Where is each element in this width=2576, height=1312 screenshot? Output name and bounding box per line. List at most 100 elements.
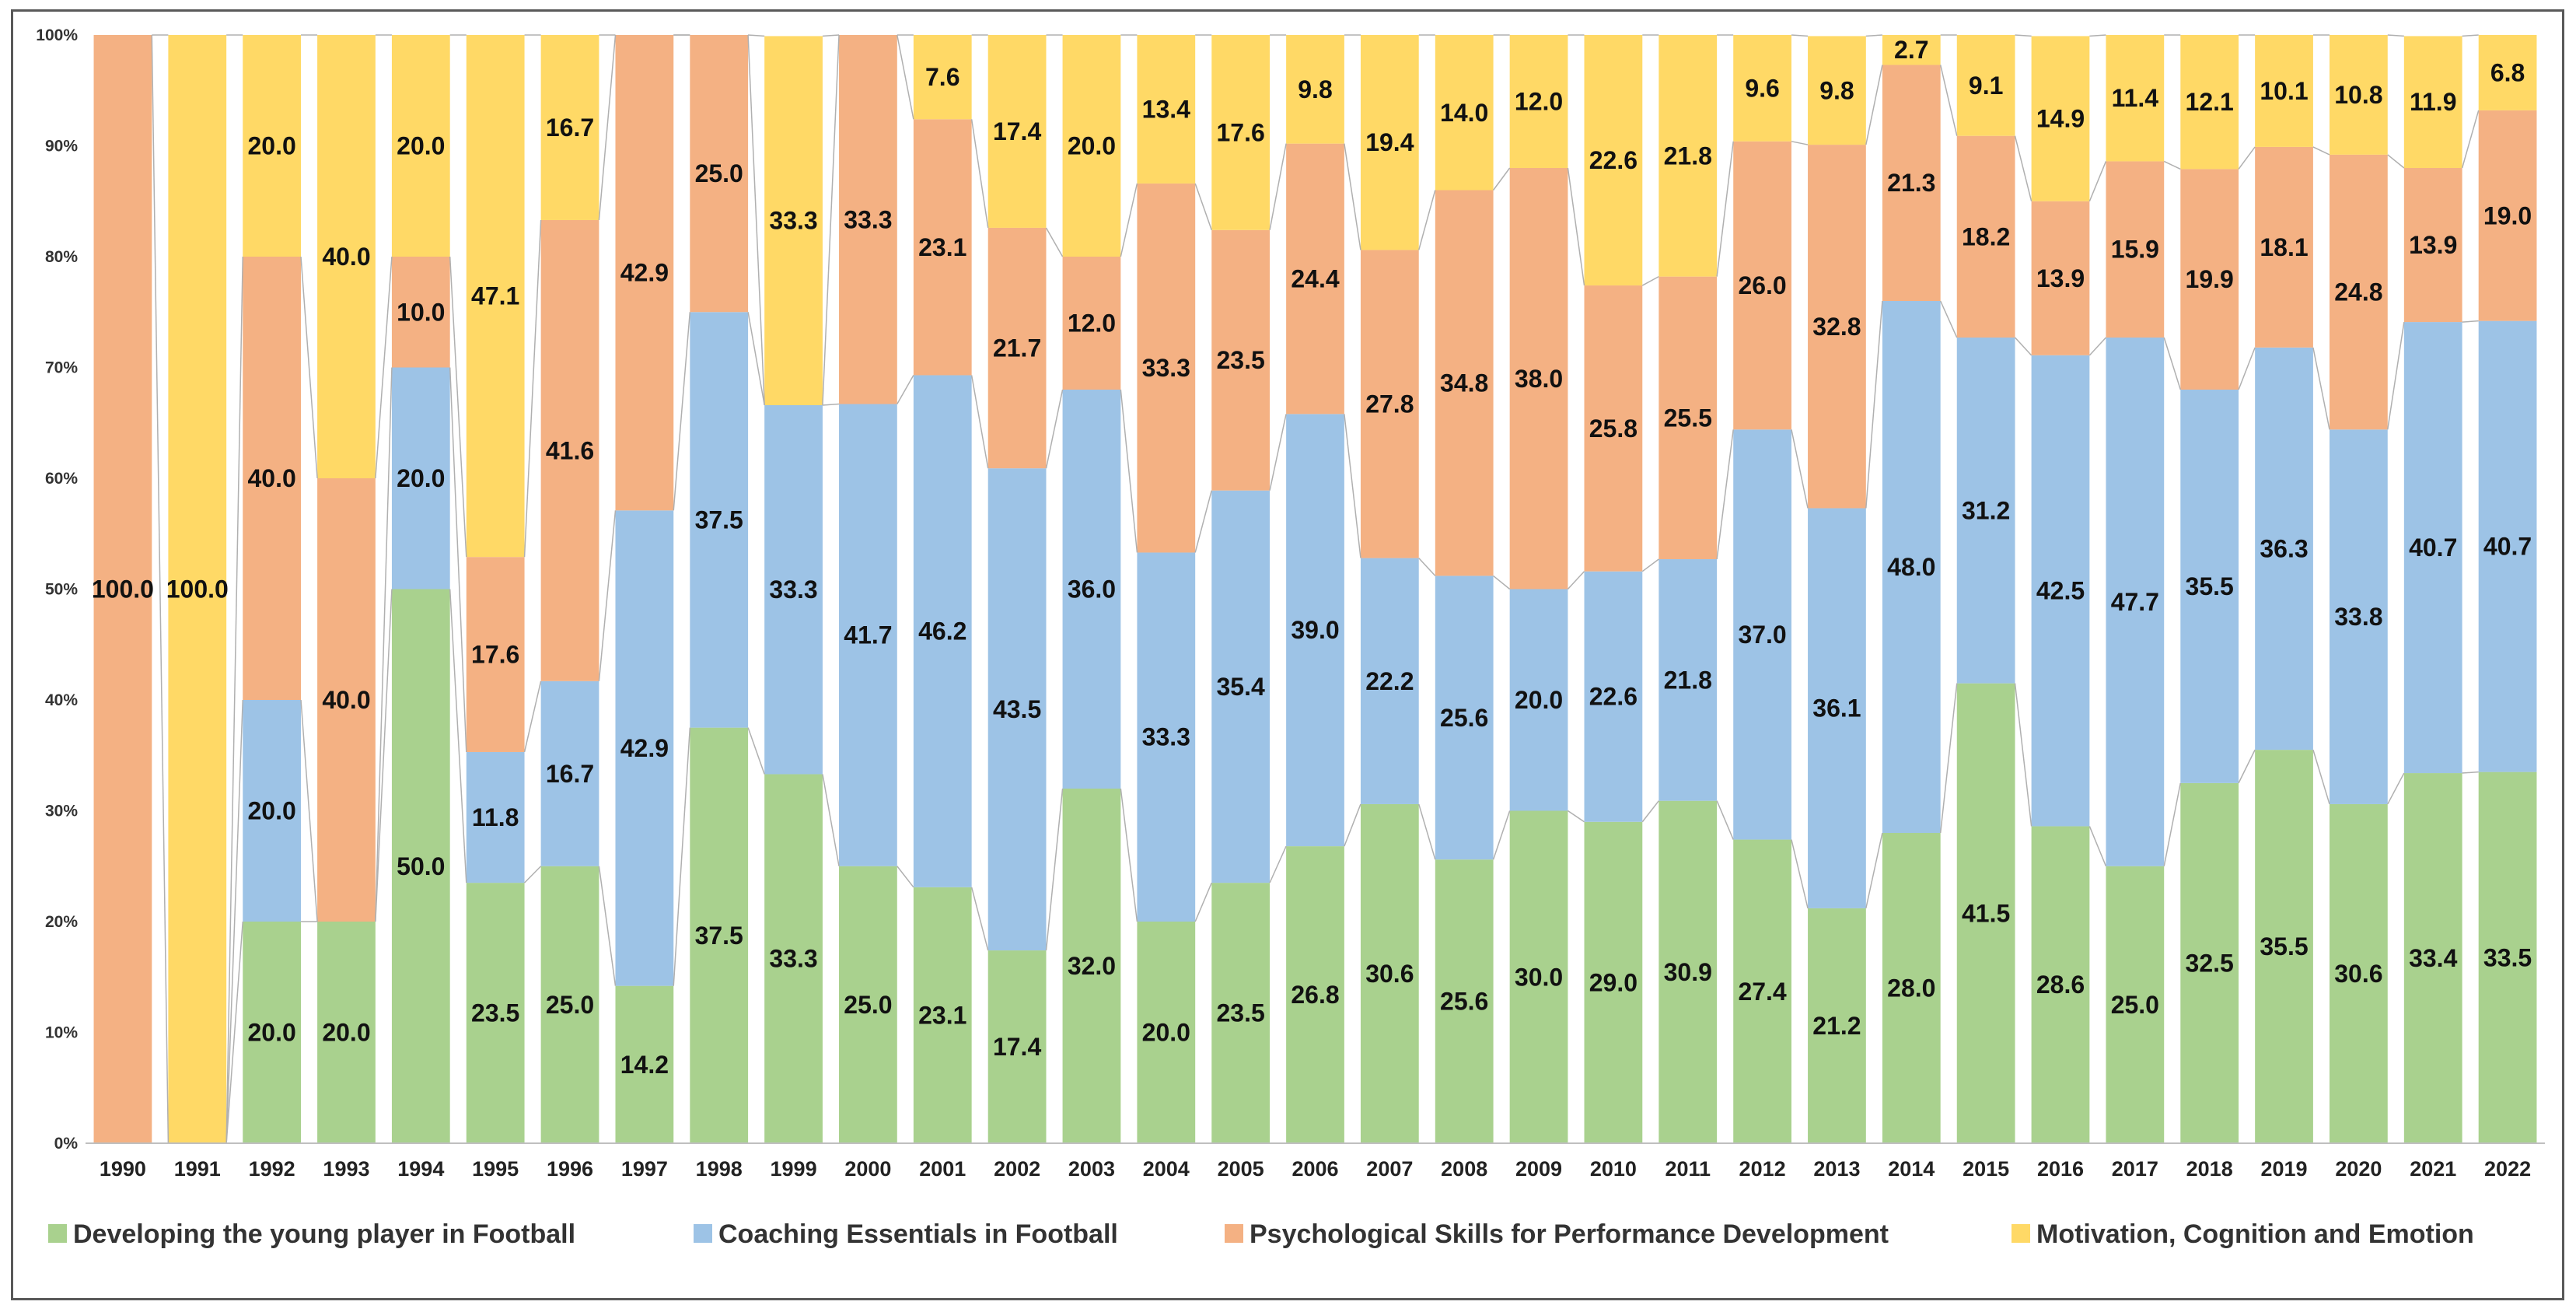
- x-tick-label: 2012: [1739, 1157, 1786, 1181]
- bar-segment: [1211, 490, 1271, 883]
- data-label: 47.1: [471, 282, 519, 310]
- y-tick-label: 90%: [45, 138, 78, 156]
- series-line: [1939, 300, 1958, 338]
- series-line: [2238, 347, 2256, 390]
- series-line: [2088, 826, 2107, 867]
- legend-label: Coaching Essentials in Football: [718, 1219, 1118, 1249]
- bar-segment: [839, 866, 897, 1143]
- bar-segment: [1956, 338, 2015, 684]
- series-line: [2015, 34, 2032, 37]
- data-label: 25.8: [1589, 415, 1638, 443]
- bar-segment: [764, 774, 823, 1143]
- y-tick-label: 70%: [45, 359, 78, 377]
- data-label: 35.5: [2260, 932, 2308, 960]
- data-label: 25.0: [546, 991, 594, 1019]
- data-label: 38.0: [1515, 365, 1563, 393]
- data-label: 12.0: [1068, 310, 1116, 338]
- bar-segment: [1062, 35, 1121, 257]
- series-line: [822, 34, 840, 37]
- data-label: 42.9: [620, 734, 669, 762]
- data-label: 21.8: [1664, 142, 1712, 170]
- bar-segment: [1956, 135, 2015, 338]
- series-line: [2387, 321, 2405, 430]
- data-label: 33.3: [1142, 354, 1190, 382]
- bar-segment: [466, 883, 525, 1143]
- data-label: 25.5: [1664, 404, 1712, 432]
- bar-segment: [466, 751, 525, 883]
- data-label: 15.9: [2111, 236, 2159, 264]
- data-label: 25.0: [2111, 991, 2159, 1019]
- y-tick-label: 0%: [54, 1135, 79, 1153]
- bar-segment: [317, 35, 376, 478]
- data-label: 33.4: [2409, 944, 2457, 972]
- bar-segment: [839, 35, 897, 404]
- data-label: 24.8: [2334, 278, 2382, 306]
- bar-segment: [1882, 833, 1941, 1143]
- bar-segment: [913, 35, 972, 120]
- series-line: [1567, 167, 1585, 286]
- bar-segment: [1211, 883, 1271, 1143]
- x-tick-label: 2001: [919, 1157, 966, 1181]
- x-tick-label: 2011: [1665, 1157, 1711, 1181]
- x-tick-label: 1997: [621, 1157, 668, 1181]
- bar-segment: [987, 227, 1047, 469]
- bar-segment: [1733, 141, 1791, 430]
- bar-segment: [1808, 145, 1866, 509]
- series-line: [598, 866, 617, 986]
- bar-segment: [2329, 429, 2388, 804]
- series-line: [897, 866, 914, 888]
- data-label: 18.2: [1962, 222, 2010, 250]
- x-tick-label: 1994: [397, 1157, 444, 1181]
- data-label: 43.5: [993, 695, 1041, 723]
- bar-segment: [764, 404, 823, 775]
- series-line: [1269, 143, 1287, 230]
- data-label: 26.0: [1738, 271, 1786, 299]
- data-label: 17.4: [993, 117, 1041, 145]
- bar-segment: [243, 35, 302, 257]
- series-line: [523, 219, 542, 558]
- data-label: 32.0: [1068, 952, 1116, 980]
- data-label: 9.6: [1745, 74, 1779, 102]
- x-tick-label: 2000: [844, 1157, 891, 1181]
- data-label: 11.8: [472, 803, 519, 831]
- data-label: 12.0: [1515, 88, 1563, 116]
- data-label: 30.0: [1515, 963, 1563, 991]
- bar-segment: [2403, 168, 2462, 323]
- series-line: [1120, 788, 1138, 922]
- data-label: 17.6: [471, 641, 519, 669]
- series-line: [1568, 810, 1585, 823]
- data-label: 40.7: [2409, 534, 2457, 562]
- x-tick-label: 1998: [696, 1157, 743, 1181]
- series-line: [2312, 749, 2330, 805]
- data-label: 40.0: [322, 243, 370, 271]
- bar-segment: [1733, 35, 1791, 142]
- series-line: [1269, 845, 1287, 883]
- data-label: 19.4: [1365, 128, 1414, 156]
- bar-segment: [1286, 35, 1344, 144]
- series-line: [673, 727, 691, 986]
- data-label: 25.0: [695, 159, 743, 187]
- x-tick-label: 2008: [1441, 1157, 1487, 1181]
- data-label: 20.0: [1515, 686, 1563, 714]
- bar-segment: [913, 119, 972, 376]
- series-line: [300, 256, 318, 479]
- bar-segment: [1658, 800, 1718, 1143]
- bar-segment: [1584, 821, 1643, 1143]
- bar-segment: [168, 35, 227, 1143]
- x-tick-label: 1995: [472, 1157, 519, 1181]
- bar-segment: [540, 219, 599, 681]
- y-tick-label: 50%: [45, 581, 78, 599]
- data-label: 36.1: [1812, 694, 1861, 722]
- bar-segment: [1808, 508, 1866, 908]
- bar-segment: [1062, 257, 1121, 390]
- bar-segment: [1584, 285, 1643, 572]
- bar-segment: [615, 510, 674, 986]
- bar-segment: [2478, 320, 2537, 772]
- data-label: 22.6: [1589, 146, 1638, 174]
- bar-segment: [615, 985, 674, 1143]
- data-label: 21.3: [1887, 169, 1935, 197]
- series-line: [2462, 771, 2479, 774]
- y-tick-label: 30%: [45, 803, 78, 820]
- bar-segment: [2031, 201, 2090, 355]
